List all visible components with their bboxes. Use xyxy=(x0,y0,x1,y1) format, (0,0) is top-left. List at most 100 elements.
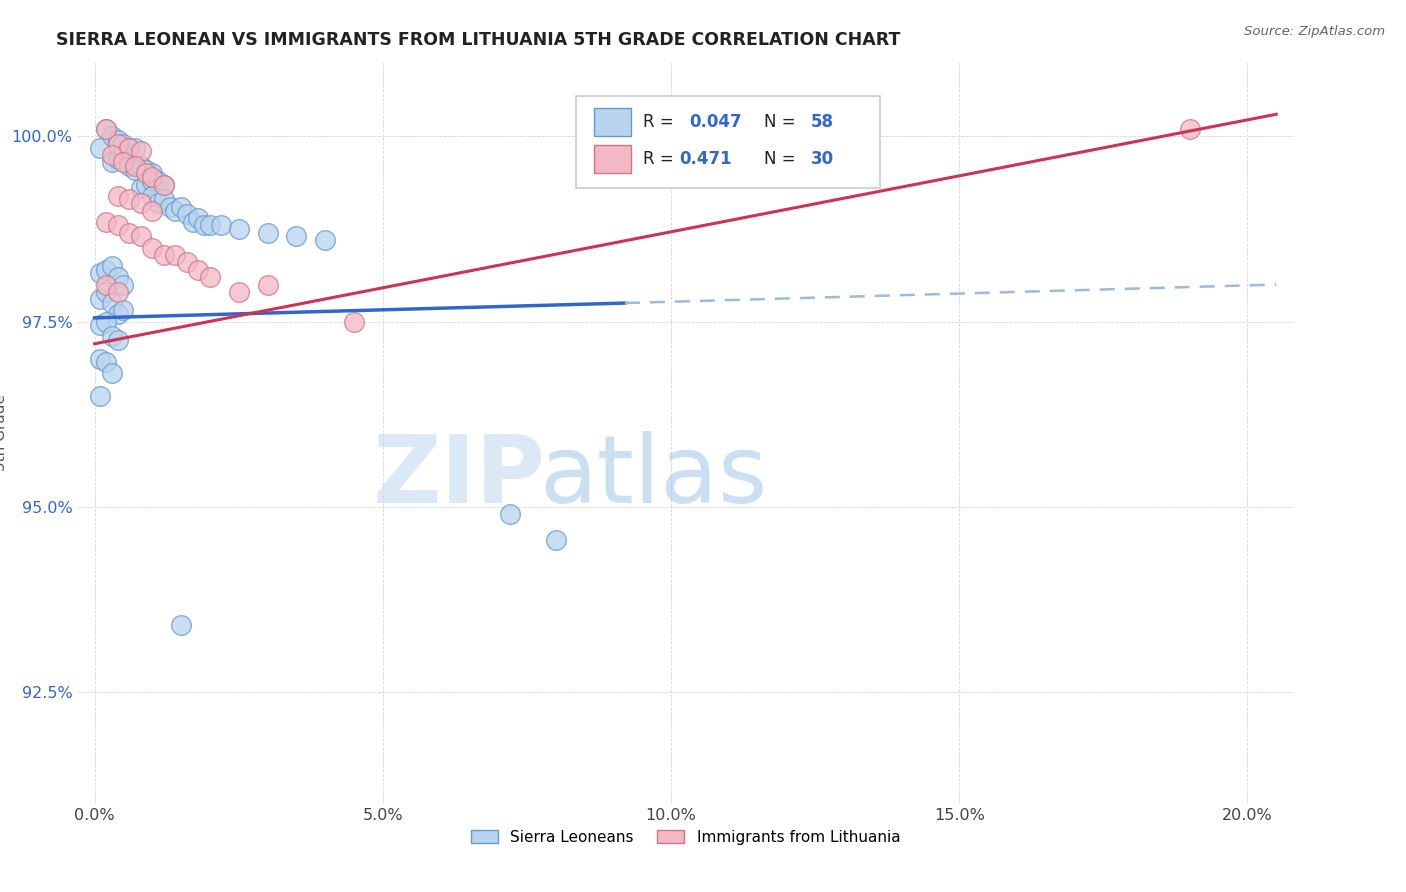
Bar xyxy=(595,145,631,173)
Point xyxy=(141,203,163,218)
Point xyxy=(152,248,174,262)
Point xyxy=(314,233,336,247)
Point xyxy=(285,229,308,244)
Text: 0.047: 0.047 xyxy=(689,113,742,131)
Point xyxy=(159,200,181,214)
Point xyxy=(256,226,278,240)
Point xyxy=(187,262,209,277)
FancyBboxPatch shape xyxy=(576,95,880,188)
Point xyxy=(107,188,129,202)
Text: 58: 58 xyxy=(811,113,834,131)
Text: ZIP: ZIP xyxy=(373,431,546,523)
Point xyxy=(101,259,124,273)
Text: R =: R = xyxy=(643,113,679,131)
Point xyxy=(209,219,232,233)
Point xyxy=(198,270,221,285)
Text: N =: N = xyxy=(765,113,801,131)
Point xyxy=(89,140,111,154)
Point xyxy=(118,140,141,154)
Point xyxy=(118,226,141,240)
Point xyxy=(94,355,117,369)
Point xyxy=(107,270,129,285)
Point xyxy=(101,148,124,162)
Point xyxy=(124,159,146,173)
Point xyxy=(170,200,193,214)
Point xyxy=(101,296,124,310)
Point xyxy=(118,193,141,207)
Point xyxy=(118,159,141,173)
Point xyxy=(107,307,129,321)
Point xyxy=(193,219,215,233)
Point xyxy=(152,178,174,192)
Point xyxy=(124,140,146,154)
Point xyxy=(170,618,193,632)
Point xyxy=(94,122,117,136)
Point xyxy=(146,174,169,188)
Bar xyxy=(595,108,631,136)
Point xyxy=(107,152,129,166)
Point xyxy=(112,277,135,292)
Point xyxy=(101,155,124,169)
Point xyxy=(94,285,117,299)
Point xyxy=(129,229,152,244)
Text: SIERRA LEONEAN VS IMMIGRANTS FROM LITHUANIA 5TH GRADE CORRELATION CHART: SIERRA LEONEAN VS IMMIGRANTS FROM LITHUA… xyxy=(56,31,901,49)
Point xyxy=(112,155,135,169)
Point xyxy=(176,255,198,269)
Point xyxy=(146,196,169,211)
Point xyxy=(129,145,152,159)
Point xyxy=(94,214,117,228)
Point xyxy=(89,318,111,333)
Point xyxy=(135,167,157,181)
Legend: Sierra Leoneans, Immigrants from Lithuania: Sierra Leoneans, Immigrants from Lithuan… xyxy=(464,823,907,851)
Point xyxy=(107,285,129,299)
Point xyxy=(152,178,174,192)
Text: N =: N = xyxy=(765,151,801,169)
Point xyxy=(129,181,152,195)
Point xyxy=(107,333,129,347)
Point xyxy=(101,329,124,343)
Point xyxy=(101,129,124,144)
Text: atlas: atlas xyxy=(540,431,768,523)
Point xyxy=(141,170,163,185)
Point xyxy=(89,389,111,403)
Point xyxy=(89,267,111,281)
Point xyxy=(129,159,152,173)
Point xyxy=(135,178,157,192)
Point xyxy=(498,507,520,521)
Y-axis label: 5th Grade: 5th Grade xyxy=(0,394,8,471)
Point xyxy=(94,315,117,329)
Point xyxy=(107,136,129,151)
Text: 0.471: 0.471 xyxy=(679,151,733,169)
Point xyxy=(176,207,198,221)
Point xyxy=(228,222,250,236)
Point xyxy=(118,140,141,154)
Text: R =: R = xyxy=(643,151,679,169)
Text: Source: ZipAtlas.com: Source: ZipAtlas.com xyxy=(1244,25,1385,38)
Point xyxy=(228,285,250,299)
Point xyxy=(141,188,163,202)
Point xyxy=(256,277,278,292)
Point xyxy=(112,303,135,318)
Point xyxy=(124,162,146,177)
Point xyxy=(165,203,187,218)
Point xyxy=(89,293,111,307)
Point xyxy=(94,122,117,136)
Point xyxy=(343,315,366,329)
Point xyxy=(165,248,187,262)
Point xyxy=(198,219,221,233)
Point xyxy=(107,219,129,233)
Point xyxy=(152,193,174,207)
Point xyxy=(129,196,152,211)
Point xyxy=(1178,122,1201,136)
Point xyxy=(107,133,129,147)
Point xyxy=(112,148,135,162)
Point xyxy=(101,367,124,381)
Text: 30: 30 xyxy=(811,151,834,169)
Point xyxy=(181,214,204,228)
Point xyxy=(141,174,163,188)
Point xyxy=(141,241,163,255)
Point xyxy=(135,162,157,177)
Point xyxy=(89,351,111,366)
Point xyxy=(94,277,117,292)
Point xyxy=(141,167,163,181)
